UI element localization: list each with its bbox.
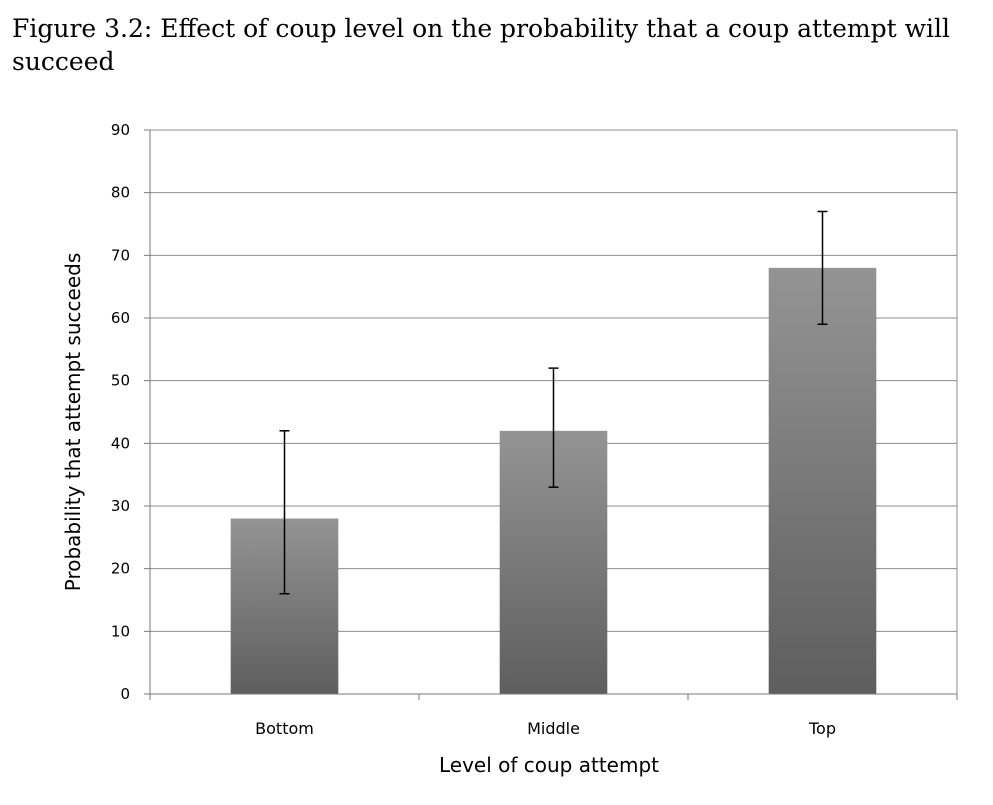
bar-top <box>768 267 877 694</box>
y-tick-label-50: 50 <box>111 372 130 390</box>
x-category-label-top: Top <box>808 719 836 738</box>
y-tick-label-90: 90 <box>111 121 130 139</box>
bars <box>230 267 877 694</box>
y-tick-label-60: 60 <box>111 309 130 327</box>
y-tick-label-0: 0 <box>120 685 130 703</box>
x-category-label-middle: Middle <box>527 719 580 738</box>
y-tick-label-80: 80 <box>111 184 130 202</box>
y-tick-label-20: 20 <box>111 560 130 578</box>
x-category-label-bottom: Bottom <box>255 719 314 738</box>
figure-caption: Figure 3.2: Effect of coup level on the … <box>12 14 950 76</box>
y-tick-label-10: 10 <box>111 622 130 640</box>
error-bars <box>279 210 828 595</box>
x-axis-title: Level of coup attempt <box>439 753 659 777</box>
y-tick-label-30: 30 <box>111 497 130 515</box>
axes <box>144 129 958 700</box>
labels: 0 10 20 30 40 50 60 70 80 90 Bottom Middle Top <box>111 121 836 738</box>
y-tick-label-70: 70 <box>111 246 130 264</box>
y-tick-label-40: 40 <box>111 434 130 452</box>
y-axis-title: Probability that attempt succeeds <box>61 253 85 592</box>
